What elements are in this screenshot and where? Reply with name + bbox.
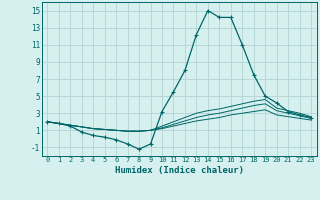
X-axis label: Humidex (Indice chaleur): Humidex (Indice chaleur) — [115, 166, 244, 175]
